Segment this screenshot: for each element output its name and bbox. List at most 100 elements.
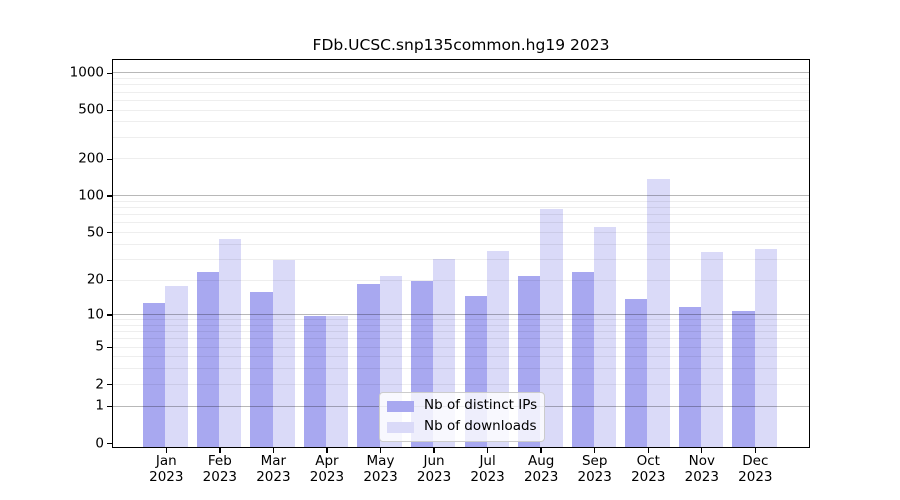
gridline-600: [113, 99, 810, 101]
y-tick-label-1: 1: [95, 397, 104, 414]
x-tick-mark-dec: [754, 448, 757, 453]
bar-dec-downloads: [754, 249, 777, 447]
y-tick-mark-500: [107, 109, 113, 112]
x-tick-mark-jul: [486, 448, 489, 453]
bar-feb-distinct-ips: [196, 271, 220, 447]
gridline-400: [113, 121, 810, 123]
legend-swatch-distinct-ips: [387, 400, 414, 412]
y-tick-mark-200: [107, 158, 113, 160]
plot-area: [112, 58, 811, 448]
x-tick-label-jan: Jan 2023: [149, 453, 184, 485]
gridline-300: [113, 136, 810, 138]
y-tick-mark-0: [107, 442, 113, 445]
x-tick-mark-feb: [219, 448, 221, 453]
legend-item-downloads: Nb of downloads: [387, 419, 537, 436]
gridline-1000: [113, 72, 810, 74]
gridline-100: [113, 195, 810, 197]
x-tick-label-jul: Jul 2023: [470, 453, 505, 485]
gridline-40: [113, 243, 810, 245]
x-tick-mark-may: [379, 448, 382, 453]
x-tick-label-nov: Nov 2023: [684, 453, 719, 485]
y-tick-label-500: 500: [78, 101, 104, 118]
x-tick-mark-apr: [326, 448, 328, 453]
y-tick-label-5: 5: [95, 338, 104, 355]
gridline-900: [113, 78, 810, 80]
x-tick-mark-nov: [701, 448, 703, 453]
bar-jan-distinct-ips: [143, 302, 166, 447]
bar-oct-downloads: [647, 179, 670, 447]
gridline-90: [113, 200, 810, 202]
y-tick-label-1000: 1000: [69, 64, 104, 81]
gridline-4: [113, 356, 810, 358]
legend-item-distinct-ips: Nb of distinct IPs: [387, 398, 537, 415]
gridline-500: [113, 109, 810, 111]
bar-oct-distinct-ips: [625, 299, 648, 447]
x-tick-mark-aug: [540, 448, 542, 453]
bar-mar-downloads: [272, 260, 295, 447]
bar-dec-distinct-ips: [732, 311, 755, 447]
gridline-700: [113, 91, 810, 93]
x-tick-label-sep: Sep 2023: [577, 453, 612, 485]
x-tick-label-mar: Mar 2023: [256, 453, 291, 485]
y-tick-mark-100: [107, 195, 113, 197]
y-tick-label-2: 2: [95, 375, 104, 392]
x-tick-label-feb: Feb 2023: [202, 453, 238, 485]
gridline-70: [113, 214, 810, 216]
y-tick-mark-1: [107, 405, 113, 408]
gridline-50: [113, 231, 810, 233]
legend: Nb of distinct IPs Nb of downloads: [379, 391, 545, 442]
y-tick-label-100: 100: [78, 187, 104, 204]
y-tick-mark-2: [107, 383, 113, 386]
gridline-30: [113, 258, 810, 260]
bar-may-distinct-ips: [357, 283, 380, 447]
x-tick-mark-jun: [433, 448, 435, 453]
x-tick-mark-jan: [165, 448, 167, 453]
bar-sep-distinct-ips: [571, 271, 594, 447]
x-tick-label-apr: Apr 2023: [309, 453, 345, 485]
legend-label-distinct-ips: Nb of distinct IPs: [424, 397, 538, 414]
gridline-9: [113, 319, 810, 321]
y-tick-mark-5: [107, 346, 113, 349]
y-tick-mark-10: [107, 314, 113, 316]
y-tick-mark-20: [107, 279, 113, 282]
gridline-80: [113, 207, 810, 209]
bar-aug-downloads: [540, 208, 563, 447]
gridline-800: [113, 84, 810, 86]
bar-nov-distinct-ips: [678, 306, 701, 447]
gridline-5: [113, 346, 810, 348]
x-tick-label-jun: Jun 2023: [416, 453, 452, 485]
chart-title: FDb.UCSC.snp135common.hg19 2023: [312, 36, 610, 54]
bar-apr-downloads: [326, 315, 349, 447]
y-tick-label-50: 50: [86, 224, 104, 241]
bar-apr-distinct-ips: [303, 315, 327, 447]
y-tick-label-20: 20: [86, 271, 104, 288]
y-tick-mark-50: [107, 232, 113, 234]
gridline-8: [113, 324, 810, 326]
x-tick-mark-mar: [272, 448, 275, 453]
legend-label-downloads: Nb of downloads: [424, 418, 537, 435]
y-tick-label-0: 0: [95, 434, 104, 451]
bar-feb-downloads: [219, 239, 242, 447]
gridline-7: [113, 331, 810, 333]
bar-nov-downloads: [700, 252, 724, 447]
bar-mar-distinct-ips: [250, 292, 273, 447]
gridline-60: [113, 222, 810, 224]
bar-jan-downloads: [165, 286, 188, 447]
x-tick-label-aug: Aug 2023: [523, 453, 559, 485]
gridline-200: [113, 158, 810, 160]
x-tick-mark-oct: [647, 448, 649, 453]
gridline-6: [113, 338, 810, 340]
gridline-3: [113, 368, 810, 370]
x-tick-label-oct: Oct 2023: [631, 453, 666, 485]
gridline-2: [113, 383, 810, 385]
gridline-10: [113, 314, 810, 316]
x-tick-mark-sep: [594, 448, 596, 453]
bar-sep-downloads: [593, 226, 617, 447]
gridline-20: [113, 279, 810, 281]
x-tick-label-may: May 2023: [363, 453, 398, 485]
y-tick-label-200: 200: [78, 150, 104, 167]
y-tick-label-10: 10: [86, 306, 104, 323]
x-tick-label-dec: Dec 2023: [738, 453, 773, 485]
y-tick-mark-1000: [107, 72, 113, 74]
